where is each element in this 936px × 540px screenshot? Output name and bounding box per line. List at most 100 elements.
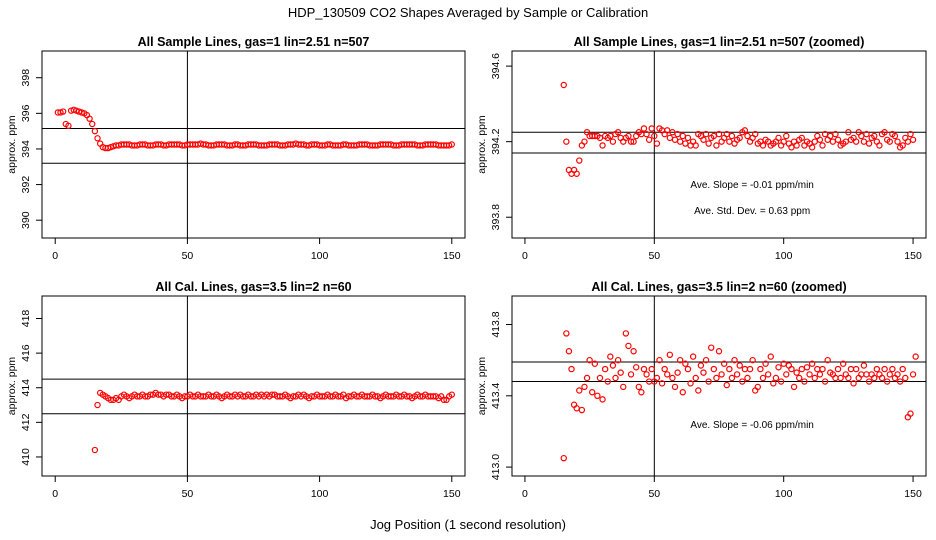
data-point	[91, 127, 99, 135]
data-point	[581, 138, 588, 145]
data-point	[666, 134, 674, 142]
panel-title: All Sample Lines, gas=1 lin=2.51 n=507	[138, 35, 370, 49]
data-point	[780, 138, 787, 145]
data-point	[676, 138, 684, 145]
data-point	[754, 383, 762, 391]
data-point	[896, 378, 904, 385]
data-point	[834, 136, 842, 143]
data-point	[720, 360, 728, 367]
data-point	[609, 362, 617, 369]
data-point	[899, 365, 906, 373]
data-point	[702, 356, 710, 364]
data-point	[633, 364, 640, 371]
data-point	[86, 115, 93, 122]
plot-frame	[511, 50, 927, 239]
data-point	[627, 371, 635, 378]
x-tick-label: 100	[775, 488, 793, 500]
data-point	[733, 371, 741, 378]
data-point	[591, 360, 599, 367]
data-point	[783, 132, 790, 140]
x-tick-label: 150	[443, 488, 461, 500]
y-tick-label: 413.4	[490, 383, 502, 409]
data-point	[583, 374, 591, 382]
data-point	[881, 365, 888, 373]
data-point	[702, 130, 710, 138]
x-tick-label: 0	[522, 250, 528, 262]
data-point	[708, 344, 715, 351]
data-point	[617, 369, 624, 376]
annotation: Ave. Slope = -0.01 ppm/min	[690, 180, 814, 191]
data-point	[759, 374, 767, 382]
data-point	[883, 378, 891, 385]
data-point	[728, 132, 736, 140]
data-point	[811, 374, 818, 382]
data-point	[752, 130, 759, 138]
y-tick-label: 392	[20, 176, 32, 194]
x-tick-label: 0	[522, 488, 528, 500]
data-point	[601, 365, 609, 373]
data-point	[609, 138, 617, 145]
data-point	[448, 391, 455, 398]
data-point	[834, 365, 842, 373]
data-point	[635, 383, 642, 391]
data-point	[840, 360, 847, 367]
plot-frame	[41, 50, 466, 239]
data-point	[576, 387, 583, 394]
data-point	[614, 129, 622, 136]
data-point	[891, 132, 899, 140]
data-point	[736, 134, 743, 142]
data-point	[640, 125, 648, 132]
data-point	[798, 134, 806, 142]
x-tick-label: 50	[648, 488, 660, 500]
data-point	[648, 125, 655, 132]
data-point	[863, 130, 870, 138]
data-point	[837, 374, 844, 382]
y-tick-label: 394.6	[490, 53, 502, 79]
data-point	[651, 132, 658, 140]
data-point	[661, 365, 668, 373]
data-point	[865, 140, 873, 147]
data-point	[65, 122, 72, 130]
data-point	[700, 136, 707, 143]
data-point	[94, 135, 101, 142]
data-point	[741, 127, 749, 134]
data-point	[902, 374, 909, 382]
data-point	[811, 138, 818, 145]
data-point	[653, 140, 661, 147]
data-point	[658, 380, 666, 387]
data-point	[726, 138, 733, 145]
data-point	[790, 383, 798, 391]
data-point	[783, 371, 790, 378]
data-point	[700, 369, 707, 376]
data-point	[653, 374, 661, 382]
data-point	[824, 356, 831, 364]
data-point	[775, 364, 782, 371]
data-point	[599, 142, 606, 149]
data-point	[614, 356, 622, 364]
data-point	[573, 170, 580, 177]
data-point	[607, 353, 614, 360]
data-point	[878, 374, 886, 382]
data-point	[664, 371, 671, 378]
x-tick-label: 100	[775, 250, 793, 262]
data-point	[803, 364, 811, 371]
data-point	[871, 132, 878, 140]
data-point	[912, 353, 919, 360]
data-point	[643, 130, 650, 138]
data-point	[819, 142, 826, 149]
x-tick-label: 50	[648, 250, 660, 262]
data-point	[671, 136, 679, 143]
data-point	[764, 371, 772, 378]
y-tick-label: 414	[20, 379, 32, 397]
x-tick-label: 0	[52, 488, 58, 500]
data-point	[759, 142, 767, 149]
data-point	[705, 378, 712, 385]
data-point	[873, 365, 881, 373]
panel-title: All Cal. Lines, gas=3.5 lin=2 n=60	[155, 280, 351, 294]
data-point	[744, 132, 751, 140]
data-point	[638, 389, 645, 396]
data-point	[829, 138, 837, 145]
data-point	[560, 454, 567, 462]
data-point	[909, 371, 917, 378]
data-point	[578, 406, 586, 414]
